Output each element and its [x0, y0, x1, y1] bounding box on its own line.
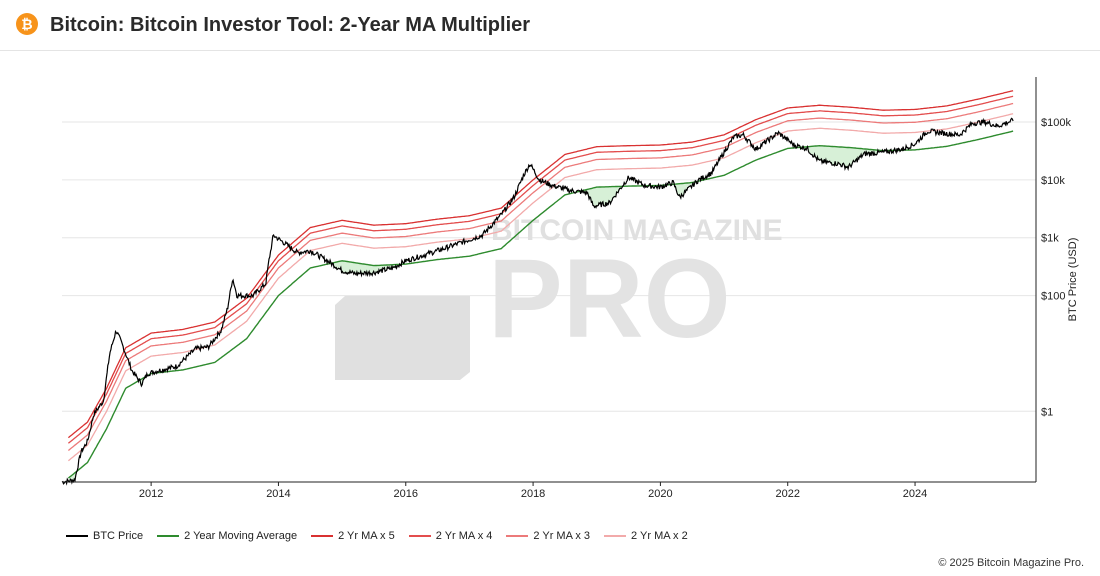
watermark-line2: PRO [488, 236, 731, 361]
y-tick-label: $1 [1041, 406, 1053, 418]
legend-label: 2 Year Moving Average [184, 530, 298, 542]
legend-swatch [506, 535, 529, 537]
y-tick-label: $10k [1041, 175, 1065, 187]
legend-item-x3[interactable]: 2 Yr MA x 3 [506, 530, 590, 542]
fill-region-25 [803, 145, 882, 169]
x-tick-label: 2022 [775, 488, 799, 500]
bitcoin-logo-icon: ₿ [16, 13, 38, 35]
legend-item-x5[interactable]: 2 Yr MA x 5 [311, 530, 395, 542]
bitcoin-logo-glyph: ₿ [21, 16, 33, 32]
legend-label: BTC Price [93, 530, 144, 542]
legend-item-x4[interactable]: 2 Yr MA x 4 [408, 530, 493, 542]
legend-label: 2 Yr MA x 2 [631, 530, 688, 542]
legend-label: 2 Yr MA x 4 [435, 530, 493, 542]
legend-label: 2 Yr MA x 5 [338, 530, 395, 542]
watermark: BITCOIN MAGAZINE PRO [335, 214, 783, 380]
legend-swatch [604, 535, 627, 537]
y-tick-label: $100k [1041, 117, 1071, 129]
page-title: Bitcoin: Bitcoin Investor Tool: 2-Year M… [50, 14, 531, 36]
legend-item-btc[interactable]: BTC Price [66, 530, 143, 542]
y-tick-label: $1k [1041, 233, 1059, 245]
x-tick-label: 2024 [903, 488, 927, 500]
x-tick-label: 2016 [394, 488, 418, 500]
legend-item-x2[interactable]: 2 Yr MA x 2 [604, 530, 688, 542]
watermark-line1: BITCOIN MAGAZINE [491, 214, 783, 247]
legend-label: 2 Yr MA x 3 [533, 530, 591, 542]
legend-swatch [157, 535, 180, 537]
x-tick-label: 2014 [266, 488, 290, 500]
legend: BTC Price 2 Year Moving Average 2 Yr MA x … [66, 529, 702, 543]
ma-price-fill [68, 145, 901, 483]
legend-item-ma[interactable]: 2 Year Moving Average [157, 530, 297, 542]
series-line-ma [67, 130, 1014, 479]
legend-swatch [311, 535, 334, 537]
y-axis-title: BTC Price (USD) [1067, 238, 1079, 322]
legend-swatch [408, 535, 431, 537]
series-line-x3 [67, 102, 1014, 451]
series-line-x2 [67, 113, 1014, 462]
legend-swatch [66, 535, 88, 537]
x-tick-label: 2012 [139, 488, 163, 500]
series [61, 90, 1014, 486]
watermark-logo-icon [335, 296, 470, 380]
series-line-btc [61, 117, 1014, 486]
grid [62, 121, 1036, 412]
header: ₿ Bitcoin: Bitcoin Investor Tool: 2-Year… [0, 0, 1100, 51]
y-tick-label: $100 [1041, 291, 1065, 303]
x-tick-label: 2018 [521, 488, 545, 500]
copyright: © 2025 Bitcoin Magazine Pro. [938, 557, 1084, 569]
axes: $1 $100 $1k $10k $100k 2012 2014 2016 2018 2020 20… [62, 77, 1079, 500]
chart[interactable]: BITCOIN MAGAZINE PRO $1 $100 $1k $10k $100k 2… [0, 50, 1100, 520]
x-tick-label: 2020 [648, 488, 672, 500]
fill-region-13 [582, 186, 622, 208]
